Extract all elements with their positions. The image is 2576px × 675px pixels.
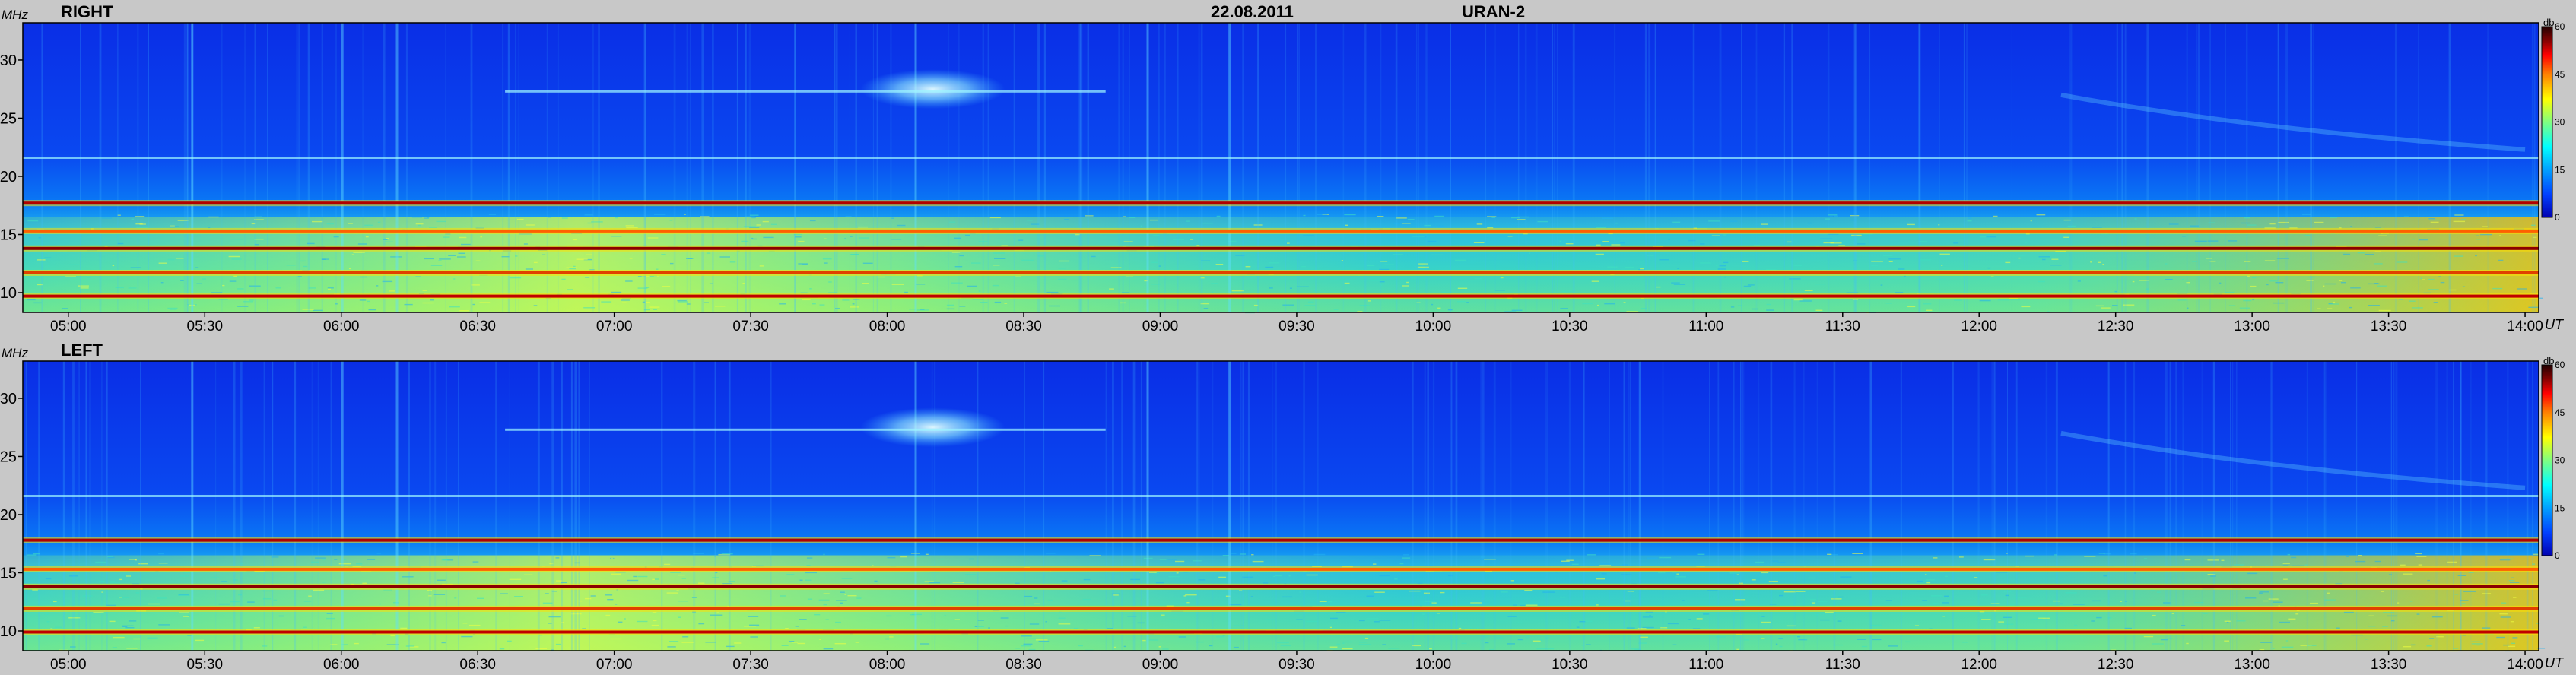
colorbar-tick-label: 0 xyxy=(2555,550,2560,561)
weak-line xyxy=(23,495,2539,497)
x-tick-label: 07:30 xyxy=(732,318,769,334)
weak-line xyxy=(23,157,2539,159)
colorbar-unit: db xyxy=(2543,355,2554,366)
y-axis-unit: MHz xyxy=(2,8,28,22)
colorbar-tick-label: 30 xyxy=(2555,117,2565,128)
colorbar-tick-label: 60 xyxy=(2555,360,2565,370)
y-tick-label: 15 xyxy=(0,565,17,582)
colorbar xyxy=(2541,364,2553,556)
x-tick-label: 14:00 xyxy=(2507,657,2543,673)
y-axis-unit: MHz xyxy=(2,346,28,360)
x-tick-label: 07:00 xyxy=(596,657,633,673)
narrowband-line xyxy=(23,246,2539,250)
narrowband-line xyxy=(23,607,2539,610)
x-tick-label: 13:30 xyxy=(2371,318,2407,334)
y-tick-label: 20 xyxy=(0,507,17,524)
colorbar-tick-label: 45 xyxy=(2555,69,2565,80)
x-tick-label: 13:00 xyxy=(2234,657,2270,673)
x-tick-label: 06:30 xyxy=(459,318,496,334)
x-tick-label: 09:00 xyxy=(1142,657,1179,673)
x-tick-label: 05:00 xyxy=(50,657,87,673)
x-axis-unit: UT xyxy=(2545,655,2565,670)
panel-label: LEFT xyxy=(61,341,103,360)
colorbar-unit: db xyxy=(2543,17,2554,28)
narrowband-line xyxy=(23,630,2539,634)
x-tick-label: 08:30 xyxy=(1005,657,1042,673)
y-tick-label: 25 xyxy=(0,448,17,465)
colorbar-tick-label: 15 xyxy=(2555,164,2565,175)
drifting-feature xyxy=(2060,430,2526,490)
x-tick-label: 12:00 xyxy=(1961,318,1997,334)
x-tick-label: 11:30 xyxy=(1825,657,1860,673)
x-tick-label: 08:00 xyxy=(869,657,906,673)
x-tick-label: 06:00 xyxy=(323,318,360,334)
x-tick-label: 13:00 xyxy=(2234,318,2270,334)
drifting-feature xyxy=(2060,92,2526,152)
x-tick-label: 08:00 xyxy=(869,318,906,334)
x-tick-label: 12:00 xyxy=(1961,657,1997,673)
x-axis-unit: UT xyxy=(2545,317,2565,332)
x-tick-label: 12:30 xyxy=(2098,318,2134,334)
x-tick-label: 10:00 xyxy=(1415,657,1452,673)
x-tick-label: 05:30 xyxy=(187,657,224,673)
x-tick-label: 11:30 xyxy=(1825,318,1860,334)
interference-streaks xyxy=(25,361,2533,651)
narrowband-line xyxy=(23,538,2539,542)
diffuse-emission-patch xyxy=(860,69,1005,109)
narrowband-line xyxy=(23,294,2539,298)
x-tick-label: 10:00 xyxy=(1415,318,1452,334)
y-tick-label: 20 xyxy=(0,169,17,185)
x-tick-label: 09:30 xyxy=(1278,318,1315,334)
y-tick-label: 30 xyxy=(0,391,17,407)
x-tick-label: 10:30 xyxy=(1552,318,1588,334)
narrowband-line xyxy=(23,585,2539,588)
weak-line xyxy=(505,428,1106,431)
panel-left: LEFT MHz 10 15 20 25 30 05:00 05:30 06:00 06:30 07:… xyxy=(0,341,2565,673)
date-label: 22.08.2011 xyxy=(1211,2,1294,21)
diffuse-emission-patch xyxy=(860,407,1005,448)
y-tick-label: 25 xyxy=(0,110,17,127)
colorbar-tick-label: 0 xyxy=(2555,212,2560,223)
x-tick-label: 06:00 xyxy=(323,657,360,673)
narrowband-line xyxy=(23,201,2539,205)
y-tick-label: 10 xyxy=(0,285,17,302)
x-tick-label: 11:00 xyxy=(1688,657,1723,673)
y-tick-label: 30 xyxy=(0,52,17,69)
x-tick-label: 05:00 xyxy=(50,318,87,334)
y-tick-label: 15 xyxy=(0,227,17,243)
x-tick-label: 05:30 xyxy=(187,318,224,334)
x-tick-label: 06:30 xyxy=(459,657,496,673)
x-tick-label: 09:00 xyxy=(1142,318,1179,334)
x-tick-label: 12:30 xyxy=(2098,657,2134,673)
x-tick-label: 13:30 xyxy=(2371,657,2407,673)
colorbar-tick-label: 15 xyxy=(2555,502,2565,513)
x-tick-label: 09:30 xyxy=(1278,657,1315,673)
x-tick-label: 08:30 xyxy=(1005,318,1042,334)
plot-frame xyxy=(22,22,2539,313)
y-tick-label: 10 xyxy=(0,623,17,640)
colorbar-tick-label: 30 xyxy=(2555,455,2565,466)
colorbar-tick-label: 60 xyxy=(2555,21,2565,32)
narrowband-line xyxy=(23,271,2539,274)
weak-line xyxy=(505,90,1106,93)
narrowband-line xyxy=(23,229,2539,233)
plot-frame xyxy=(22,360,2539,651)
instrument-label: URAN-2 xyxy=(1462,2,1525,21)
colorbar xyxy=(2541,26,2553,218)
x-tick-label: 07:30 xyxy=(732,657,769,673)
x-tick-label: 11:00 xyxy=(1688,318,1723,334)
colorbar-tick-label: 45 xyxy=(2555,407,2565,418)
panel-label: RIGHT xyxy=(61,2,113,21)
interference-streaks xyxy=(41,23,2536,312)
narrowband-line xyxy=(23,567,2539,571)
panel-right: RIGHT MHz 10 15 20 25 30 05:00 05:30 06:00 06:30 07… xyxy=(0,2,2565,334)
x-tick-label: 10:30 xyxy=(1552,657,1588,673)
x-tick-label: 07:00 xyxy=(596,318,633,334)
x-tick-label: 14:00 xyxy=(2507,318,2543,334)
